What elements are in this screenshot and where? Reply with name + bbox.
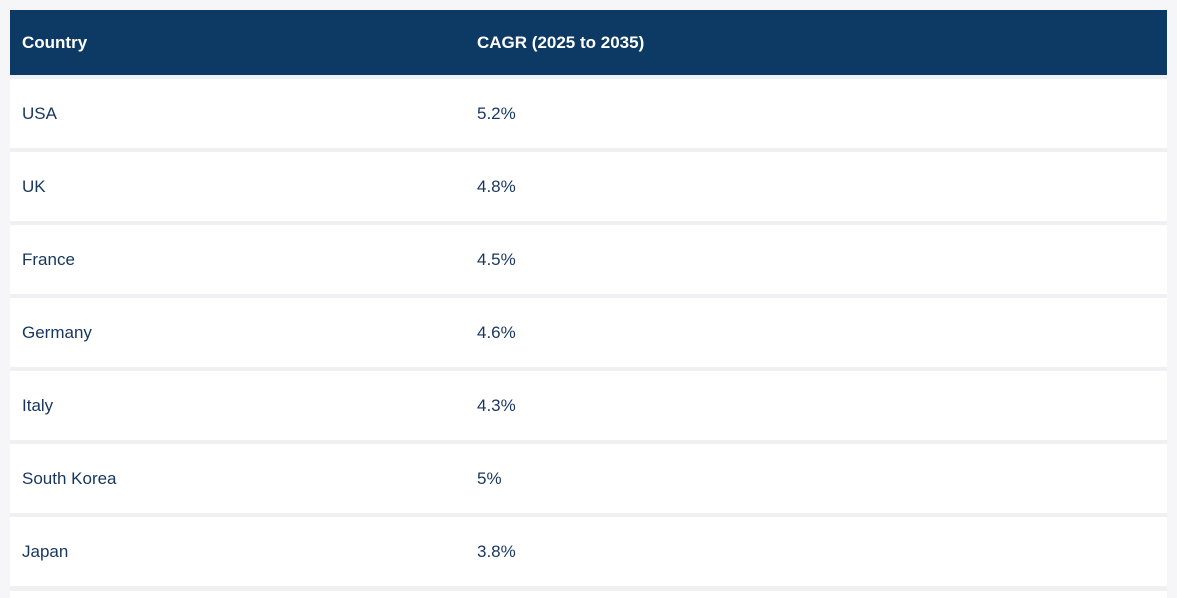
country-cell: Japan: [22, 541, 69, 561]
cagr-cell: 5%: [477, 468, 502, 488]
table-row: Italy 4.3%: [10, 367, 1167, 440]
country-cell: Italy: [22, 395, 54, 415]
column-header-cagr: CAGR (2025 to 2035): [477, 32, 645, 52]
cagr-cell: 4.5%: [477, 249, 516, 269]
cagr-cell: 4.8%: [477, 176, 516, 196]
cagr-cell: 4.6%: [477, 322, 516, 342]
country-cell: France: [22, 249, 75, 269]
table-row-partial: [10, 586, 1167, 598]
cagr-table: Country CAGR (2025 to 2035) USA 5.2% UK …: [10, 10, 1167, 598]
table-header-row: Country CAGR (2025 to 2035): [10, 10, 1167, 75]
table-row: France 4.5%: [10, 221, 1167, 294]
country-cell: Germany: [22, 322, 92, 342]
country-cell: UK: [22, 176, 46, 196]
table-row: USA 5.2%: [10, 75, 1167, 148]
country-cell: South Korea: [22, 468, 117, 488]
table-row: South Korea 5%: [10, 440, 1167, 513]
column-header-country: Country: [22, 32, 88, 52]
table-row: Germany 4.6%: [10, 294, 1167, 367]
table-row: Japan 3.8%: [10, 513, 1167, 586]
cagr-cell: 3.8%: [477, 541, 516, 561]
cagr-cell: 5.2%: [477, 103, 516, 123]
country-cell: USA: [22, 103, 57, 123]
table-row: UK 4.8%: [10, 148, 1167, 221]
cagr-cell: 4.3%: [477, 395, 516, 415]
